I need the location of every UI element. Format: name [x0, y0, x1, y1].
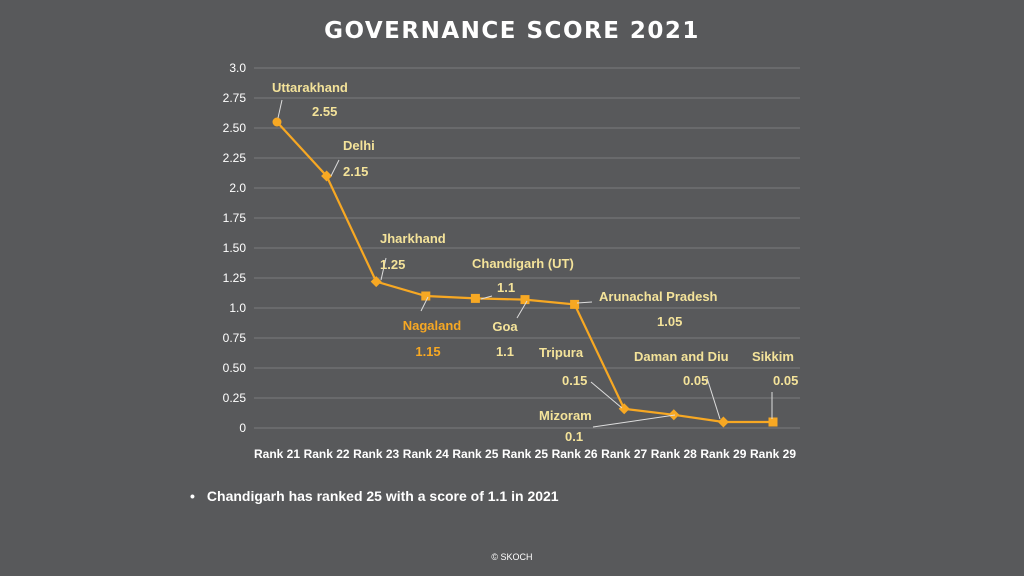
line-chart: 0 0.25 0.50 0.75 1.0 1.25 1.50 1.75 2.0 2.25 2.50 2…	[223, 61, 800, 461]
x-tick-label: Rank 23	[353, 447, 399, 461]
y-tick-label: 1.50	[223, 241, 247, 255]
data-label-name: Nagaland	[403, 318, 462, 333]
y-tick-label: 0.50	[223, 361, 247, 375]
leader-line	[576, 301, 593, 304]
y-tick-label: 2.25	[223, 151, 247, 165]
leader-line	[706, 377, 721, 420]
data-point	[520, 295, 530, 305]
data-point	[768, 417, 778, 427]
copyright-footer: © SKOCH	[491, 552, 533, 562]
data-label-value: 1.1	[496, 344, 514, 359]
x-tick-label: Rank 29	[750, 447, 796, 461]
x-tick-label: Rank 25	[452, 447, 498, 461]
data-label-name: Mizoram	[539, 408, 592, 423]
data-label-value: 0.15	[562, 373, 587, 388]
data-point	[618, 403, 630, 415]
data-label-value: 0.05	[773, 373, 798, 388]
data-point	[470, 293, 480, 303]
data-label-value: 1.05	[657, 314, 682, 329]
leader-line	[380, 257, 387, 281]
leader-line	[516, 300, 528, 319]
x-tick-label: Rank 27	[601, 447, 647, 461]
data-label-value: 0.05	[683, 373, 708, 388]
data-point	[321, 170, 333, 182]
bullet-dot: •	[190, 488, 195, 504]
data-point	[370, 276, 382, 288]
x-tick-label: Rank 26	[552, 447, 598, 461]
chart-title: GOVERNANCE SCORE 2021	[324, 18, 700, 44]
data-label-name: Chandigarh (UT)	[472, 256, 574, 271]
y-tick-label: 1.0	[229, 301, 246, 315]
y-tick-label: 0	[239, 421, 246, 435]
data-label-name: Arunachal Pradesh	[599, 289, 718, 304]
data-label-value: 1.25	[380, 257, 405, 272]
x-tick-label: Rank 24	[403, 447, 449, 461]
y-tick-label: 1.75	[223, 211, 247, 225]
data-label-value: 1.1	[497, 280, 515, 295]
data-label-name: Uttarakhand	[272, 80, 348, 95]
data-point	[570, 299, 580, 309]
x-tick-label: Rank 25	[502, 447, 548, 461]
data-point	[717, 416, 729, 428]
y-tick-label: 0.25	[223, 391, 247, 405]
x-tick-label: Rank 28	[651, 447, 697, 461]
data-label-value: 0.1	[565, 429, 583, 444]
leader-line	[330, 159, 340, 177]
leader-line	[420, 296, 429, 312]
data-label-name: Goa	[492, 319, 518, 334]
y-tick-label: 2.50	[223, 121, 247, 135]
leader-line	[592, 414, 676, 428]
data-label-value: 1.15	[415, 344, 440, 359]
y-tick-label: 1.25	[223, 271, 247, 285]
data-label-value: 2.55	[312, 104, 337, 119]
data-point	[421, 291, 431, 301]
bullet-note: • Chandigarh has ranked 25 with a score o…	[190, 488, 559, 504]
y-tick-label: 2.0	[229, 181, 246, 195]
data-label-name: Jharkhand	[380, 231, 446, 246]
y-tick-label: 3.0	[229, 61, 246, 75]
data-label-name: Tripura	[539, 345, 584, 360]
y-tick-label: 0.75	[223, 331, 247, 345]
bullet-text: Chandigarh has ranked 25 with a score of…	[206, 488, 559, 504]
x-tick-label: Rank 22	[304, 447, 350, 461]
x-tick-label: Rank 29	[700, 447, 746, 461]
data-label-name: Sikkim	[752, 349, 794, 364]
leader-line	[277, 99, 283, 119]
leader-line	[480, 295, 493, 300]
y-tick-label: 2.75	[223, 91, 247, 105]
data-label-value: 2.15	[343, 164, 368, 179]
leader-line	[590, 381, 623, 409]
x-tick-label: Rank 21	[254, 447, 300, 461]
data-label-name: Delhi	[343, 138, 375, 153]
data-label-name: Daman and Diu	[634, 349, 729, 364]
data-point	[272, 117, 282, 127]
